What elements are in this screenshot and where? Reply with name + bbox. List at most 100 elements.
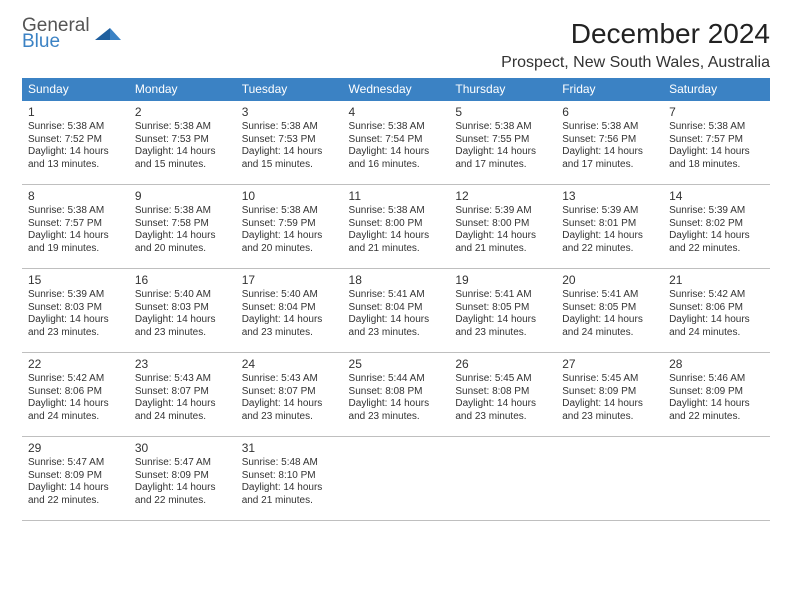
sunset-text: Sunset: 8:03 PM — [28, 302, 123, 315]
logo: General Blue — [22, 18, 121, 50]
calendar-day-cell: 23Sunrise: 5:43 AMSunset: 8:07 PMDayligh… — [129, 353, 236, 437]
sunrise-text: Sunrise: 5:38 AM — [28, 205, 123, 218]
calendar-week-row: 1Sunrise: 5:38 AMSunset: 7:52 PMDaylight… — [22, 101, 770, 185]
sunset-text: Sunset: 8:03 PM — [135, 302, 230, 315]
calendar-day-cell: 27Sunrise: 5:45 AMSunset: 8:09 PMDayligh… — [556, 353, 663, 437]
day-number: 24 — [242, 357, 337, 372]
calendar-week-row: 22Sunrise: 5:42 AMSunset: 8:06 PM Dayligh… — [22, 353, 770, 437]
sunset-text: Sunset: 7:59 PM — [242, 218, 337, 231]
calendar-table: Sunday Monday Tuesday Wednesday Thursday… — [22, 78, 770, 521]
day-number: 30 — [135, 441, 230, 456]
sunset-text: Sunset: 8:08 PM — [349, 386, 444, 399]
daylight-text: Daylight: 14 hours and 23 minutes. — [349, 398, 444, 423]
logo-text: General Blue — [22, 18, 90, 50]
calendar-day-cell: 18Sunrise: 5:41 AMSunset: 8:04 PMDayligh… — [343, 269, 450, 353]
calendar-day-cell: 12Sunrise: 5:39 AMSunset: 8:00 PMDayligh… — [449, 185, 556, 269]
sunset-text: Sunset: 8:09 PM — [562, 386, 657, 399]
calendar-week-row: 15Sunrise: 5:39 AMSunset: 8:03 PMDayligh… — [22, 269, 770, 353]
sunset-text: Sunset: 8:04 PM — [242, 302, 337, 315]
daylight-text: Daylight: 14 hours and 22 minutes. — [669, 230, 764, 255]
sunset-text: Sunset: 7:54 PM — [349, 134, 444, 147]
sunset-text: Sunset: 7:55 PM — [455, 134, 550, 147]
day-number: 20 — [562, 273, 657, 288]
sunrise-text: Sunrise: 5:44 AM — [349, 373, 444, 386]
sunset-text: Sunset: 8:08 PM — [455, 386, 550, 399]
day-number: 14 — [669, 189, 764, 204]
calendar-day-cell: 1Sunrise: 5:38 AMSunset: 7:52 PMDaylight… — [22, 101, 129, 185]
sunrise-text: Sunrise: 5:43 AM — [135, 373, 230, 386]
day-number: 10 — [242, 189, 337, 204]
daylight-text: Daylight: 14 hours and 23 minutes. — [349, 314, 444, 339]
sunset-text: Sunset: 8:02 PM — [669, 218, 764, 231]
day-number: 6 — [562, 105, 657, 120]
sunrise-text: Sunrise: 5:38 AM — [669, 121, 764, 134]
day-number: 23 — [135, 357, 230, 372]
weekday-monday: Monday — [129, 78, 236, 101]
calendar-day-cell: 4Sunrise: 5:38 AMSunset: 7:54 PMDaylight… — [343, 101, 450, 185]
sunrise-text: Sunrise: 5:38 AM — [28, 121, 123, 134]
day-number: 9 — [135, 189, 230, 204]
daylight-text: Daylight: 14 hours and 24 minutes. — [669, 314, 764, 339]
daylight-text: Daylight: 14 hours and 19 minutes. — [28, 230, 123, 255]
day-number: 13 — [562, 189, 657, 204]
day-number: 4 — [349, 105, 444, 120]
day-number: 27 — [562, 357, 657, 372]
calendar-week-row: 8Sunrise: 5:38 AMSunset: 7:57 PMDaylight… — [22, 185, 770, 269]
sunrise-text: Sunrise: 5:38 AM — [349, 121, 444, 134]
sunrise-text: Sunrise: 5:39 AM — [562, 205, 657, 218]
sunset-text: Sunset: 7:57 PM — [28, 218, 123, 231]
sunset-text: Sunset: 8:00 PM — [455, 218, 550, 231]
calendar-day-cell: 31Sunrise: 5:48 AMSunset: 8:10 PMDayligh… — [236, 437, 343, 521]
sunset-text: Sunset: 8:06 PM — [669, 302, 764, 315]
sunrise-text: Sunrise: 5:39 AM — [28, 289, 123, 302]
sunrise-text: Sunrise: 5:41 AM — [455, 289, 550, 302]
calendar-day-cell: 8Sunrise: 5:38 AMSunset: 7:57 PMDaylight… — [22, 185, 129, 269]
day-number: 31 — [242, 441, 337, 456]
calendar-day-cell: 16Sunrise: 5:40 AMSunset: 8:03 PMDayligh… — [129, 269, 236, 353]
calendar-day-cell: 19Sunrise: 5:41 AMSunset: 8:05 PMDayligh… — [449, 269, 556, 353]
day-number: 3 — [242, 105, 337, 120]
sunrise-text: Sunrise: 5:38 AM — [135, 205, 230, 218]
daylight-text: Daylight: 14 hours and 23 minutes. — [242, 398, 337, 423]
day-number: 16 — [135, 273, 230, 288]
sunrise-text: Sunrise: 5:38 AM — [562, 121, 657, 134]
logo-mark-icon — [95, 22, 121, 47]
calendar-day-cell: 17Sunrise: 5:40 AMSunset: 8:04 PMDayligh… — [236, 269, 343, 353]
sunset-text: Sunset: 7:58 PM — [135, 218, 230, 231]
day-number: 11 — [349, 189, 444, 204]
calendar-day-cell — [449, 437, 556, 521]
calendar-day-cell: 5Sunrise: 5:38 AMSunset: 7:55 PMDaylight… — [449, 101, 556, 185]
sunset-text: Sunset: 7:57 PM — [669, 134, 764, 147]
daylight-text: Daylight: 14 hours and 22 minutes. — [562, 230, 657, 255]
calendar-day-cell: 29Sunrise: 5:47 AMSunset: 8:09 PMDayligh… — [22, 437, 129, 521]
sunset-text: Sunset: 8:06 PM — [28, 386, 123, 399]
calendar-day-cell: 9Sunrise: 5:38 AMSunset: 7:58 PMDaylight… — [129, 185, 236, 269]
calendar-day-cell — [343, 437, 450, 521]
weekday-saturday: Saturday — [663, 78, 770, 101]
daylight-text: Daylight: 14 hours and 23 minutes. — [28, 314, 123, 339]
sunrise-text: Sunrise: 5:39 AM — [455, 205, 550, 218]
sunset-text: Sunset: 8:09 PM — [28, 470, 123, 483]
day-number: 19 — [455, 273, 550, 288]
sunrise-text: Sunrise: 5:42 AM — [28, 373, 123, 386]
calendar-day-cell: 21Sunrise: 5:42 AMSunset: 8:06 PMDayligh… — [663, 269, 770, 353]
sunrise-text: Sunrise: 5:45 AM — [562, 373, 657, 386]
day-number: 22 — [28, 357, 123, 372]
daylight-text: Daylight: 14 hours and 15 minutes. — [242, 146, 337, 171]
sunrise-text: Sunrise: 5:38 AM — [455, 121, 550, 134]
sunset-text: Sunset: 8:09 PM — [135, 470, 230, 483]
sunrise-text: Sunrise: 5:48 AM — [242, 457, 337, 470]
sunset-text: Sunset: 8:07 PM — [242, 386, 337, 399]
daylight-text: Daylight: 14 hours and 17 minutes. — [455, 146, 550, 171]
sunset-text: Sunset: 8:00 PM — [349, 218, 444, 231]
daylight-text: Daylight: 14 hours and 22 minutes. — [669, 398, 764, 423]
sunset-text: Sunset: 8:04 PM — [349, 302, 444, 315]
daylight-text: Daylight: 14 hours and 20 minutes. — [242, 230, 337, 255]
day-number: 29 — [28, 441, 123, 456]
sunset-text: Sunset: 7:53 PM — [135, 134, 230, 147]
sunrise-text: Sunrise: 5:41 AM — [562, 289, 657, 302]
day-number: 15 — [28, 273, 123, 288]
sunset-text: Sunset: 8:05 PM — [455, 302, 550, 315]
daylight-text: Daylight: 14 hours and 24 minutes. — [562, 314, 657, 339]
day-number: 8 — [28, 189, 123, 204]
